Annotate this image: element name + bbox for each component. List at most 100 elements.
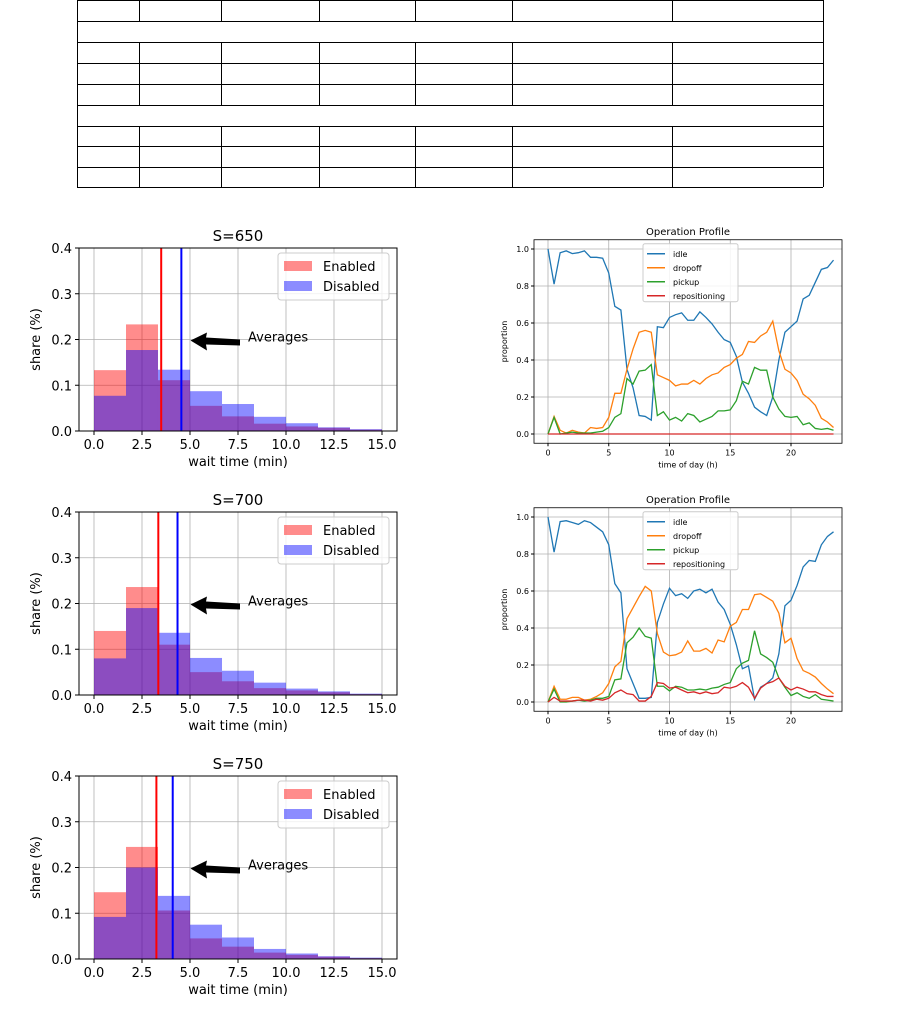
bar-enabled [190, 405, 223, 431]
legend-box [642, 243, 739, 303]
legend-box [277, 780, 390, 829]
x-tick-label: 10 [664, 716, 674, 725]
y-axis-label: share (%) [29, 836, 44, 899]
bar-enabled [126, 846, 158, 959]
y-tick-label: 0.3 [51, 288, 72, 303]
bar-disabled [318, 956, 350, 959]
legend-label: Disabled [323, 280, 379, 295]
legend-box [277, 252, 390, 301]
bar-disabled [222, 670, 254, 695]
bar-disabled [253, 948, 286, 959]
y-tick-label: 0.8 [516, 550, 529, 559]
series-line-dropoff [547, 319, 834, 435]
y-tick-label: 0.2 [51, 598, 72, 613]
x-axis-label: wait time (min) [188, 455, 288, 470]
chart-title: S=650 [213, 227, 264, 245]
bar-disabled [190, 391, 223, 431]
bar-enabled [157, 380, 190, 431]
x-tick-label: 7.5 [228, 438, 249, 453]
bar-disabled [126, 608, 158, 695]
bar-disabled [157, 895, 190, 959]
series-line-pickup [547, 626, 834, 703]
bar-disabled [157, 632, 190, 695]
bar-enabled [94, 370, 127, 431]
bar-disabled [253, 682, 286, 695]
bar-disabled [94, 395, 127, 431]
figures: S=650 0.0 2.5 5.0 7.5 10.0 12.5 15.0 0.0 0.1 0.2 0.… [29, 227, 843, 998]
legend-swatch-enabled [284, 789, 312, 799]
bar-enabled [157, 910, 190, 959]
histogram-s-700: S=700 0.0 2.5 5.0 7.5 10.0 12.5 15.0 0.0 0.1 0.2 0.… [29, 491, 398, 734]
legend-label: pickup [673, 278, 699, 287]
bar-disabled [222, 404, 254, 431]
x-tick-label: 0 [545, 448, 550, 457]
annotation-averages: Averages [248, 331, 308, 346]
y-tick-label: 0.8 [516, 282, 529, 291]
annotation-averages: Averages [248, 595, 308, 610]
legend-label: idle [673, 250, 688, 259]
arrow-icon [190, 860, 240, 879]
x-tick-label: 0.0 [84, 702, 105, 717]
bar-disabled [157, 369, 190, 431]
legend-label: repositioning [673, 292, 725, 301]
x-tick-label: 0.0 [84, 438, 105, 453]
bar-enabled [286, 690, 319, 695]
y-axis-label: proportion [500, 589, 509, 631]
bar-enabled [318, 692, 350, 695]
x-tick-label: 20 [786, 716, 796, 725]
legend-label: dropoff [673, 264, 702, 273]
series-line-idle [547, 516, 834, 702]
legend-swatch-enabled [284, 261, 312, 271]
x-tick-label: 0.0 [84, 966, 105, 981]
legend-label: Disabled [323, 808, 379, 823]
bar-enabled [318, 427, 350, 431]
y-tick-label: 0.0 [51, 953, 72, 968]
x-tick-label: 10 [664, 448, 674, 457]
x-tick-label: 15 [725, 716, 735, 725]
bar-enabled [349, 429, 382, 431]
y-tick-label: 0.4 [516, 356, 529, 365]
bar-disabled [222, 937, 254, 959]
bar-disabled [190, 924, 223, 959]
bar-disabled [126, 867, 158, 959]
histogram-s-750: S=750 0.0 2.5 5.0 7.5 10.0 12.5 15.0 0.0 0.1 0.2 0.… [29, 755, 398, 998]
x-tick-label: 2.5 [132, 702, 153, 717]
plot-frame [78, 247, 398, 432]
y-axis-label: share (%) [29, 572, 44, 635]
x-tick-label: 5.0 [180, 438, 201, 453]
x-tick-label: 10.0 [272, 438, 301, 453]
histogram-s-650: S=650 0.0 2.5 5.0 7.5 10.0 12.5 15.0 0.0 0.1 0.2 0.… [29, 227, 398, 470]
x-tick-label: 20 [786, 448, 796, 457]
bar-disabled [286, 953, 319, 959]
bar-disabled [253, 416, 286, 431]
legend-swatch-disabled [284, 545, 312, 555]
legend-box [277, 516, 390, 565]
y-tick-label: 0.4 [51, 770, 72, 785]
bar-enabled [94, 892, 127, 959]
bar-enabled [286, 954, 319, 959]
bar-enabled [190, 672, 223, 695]
y-tick-label: 0.4 [51, 506, 72, 521]
y-tick-label: 0.2 [51, 334, 72, 349]
chart-title: Operation Profile [646, 227, 730, 238]
legend: Enabled Disabled [277, 252, 390, 301]
y-axis-label: share (%) [29, 308, 44, 371]
x-tick-label: 12.5 [320, 438, 349, 453]
bar-disabled [318, 427, 350, 431]
plot-frame [78, 775, 398, 960]
legend-swatch-disabled [284, 281, 312, 291]
legend-label: Enabled [323, 260, 376, 275]
legend-label: idle [673, 518, 688, 527]
operation-profile-chart-1: Operation Profile 0 5 10 15 20 0.0 0.2 0.4 0.6 0.8… [500, 227, 843, 469]
bar-disabled [94, 916, 127, 959]
bar-enabled [253, 688, 286, 695]
chart-title: S=750 [213, 755, 264, 773]
y-tick-label: 0.3 [51, 552, 72, 567]
bar-enabled [222, 681, 254, 695]
bar-disabled [190, 657, 223, 695]
legend-label: pickup [673, 546, 699, 555]
x-tick-label: 5 [606, 716, 611, 725]
chart-title: S=700 [213, 491, 264, 509]
x-tick-label: 15 [725, 448, 735, 457]
y-tick-label: 1.0 [516, 245, 529, 254]
